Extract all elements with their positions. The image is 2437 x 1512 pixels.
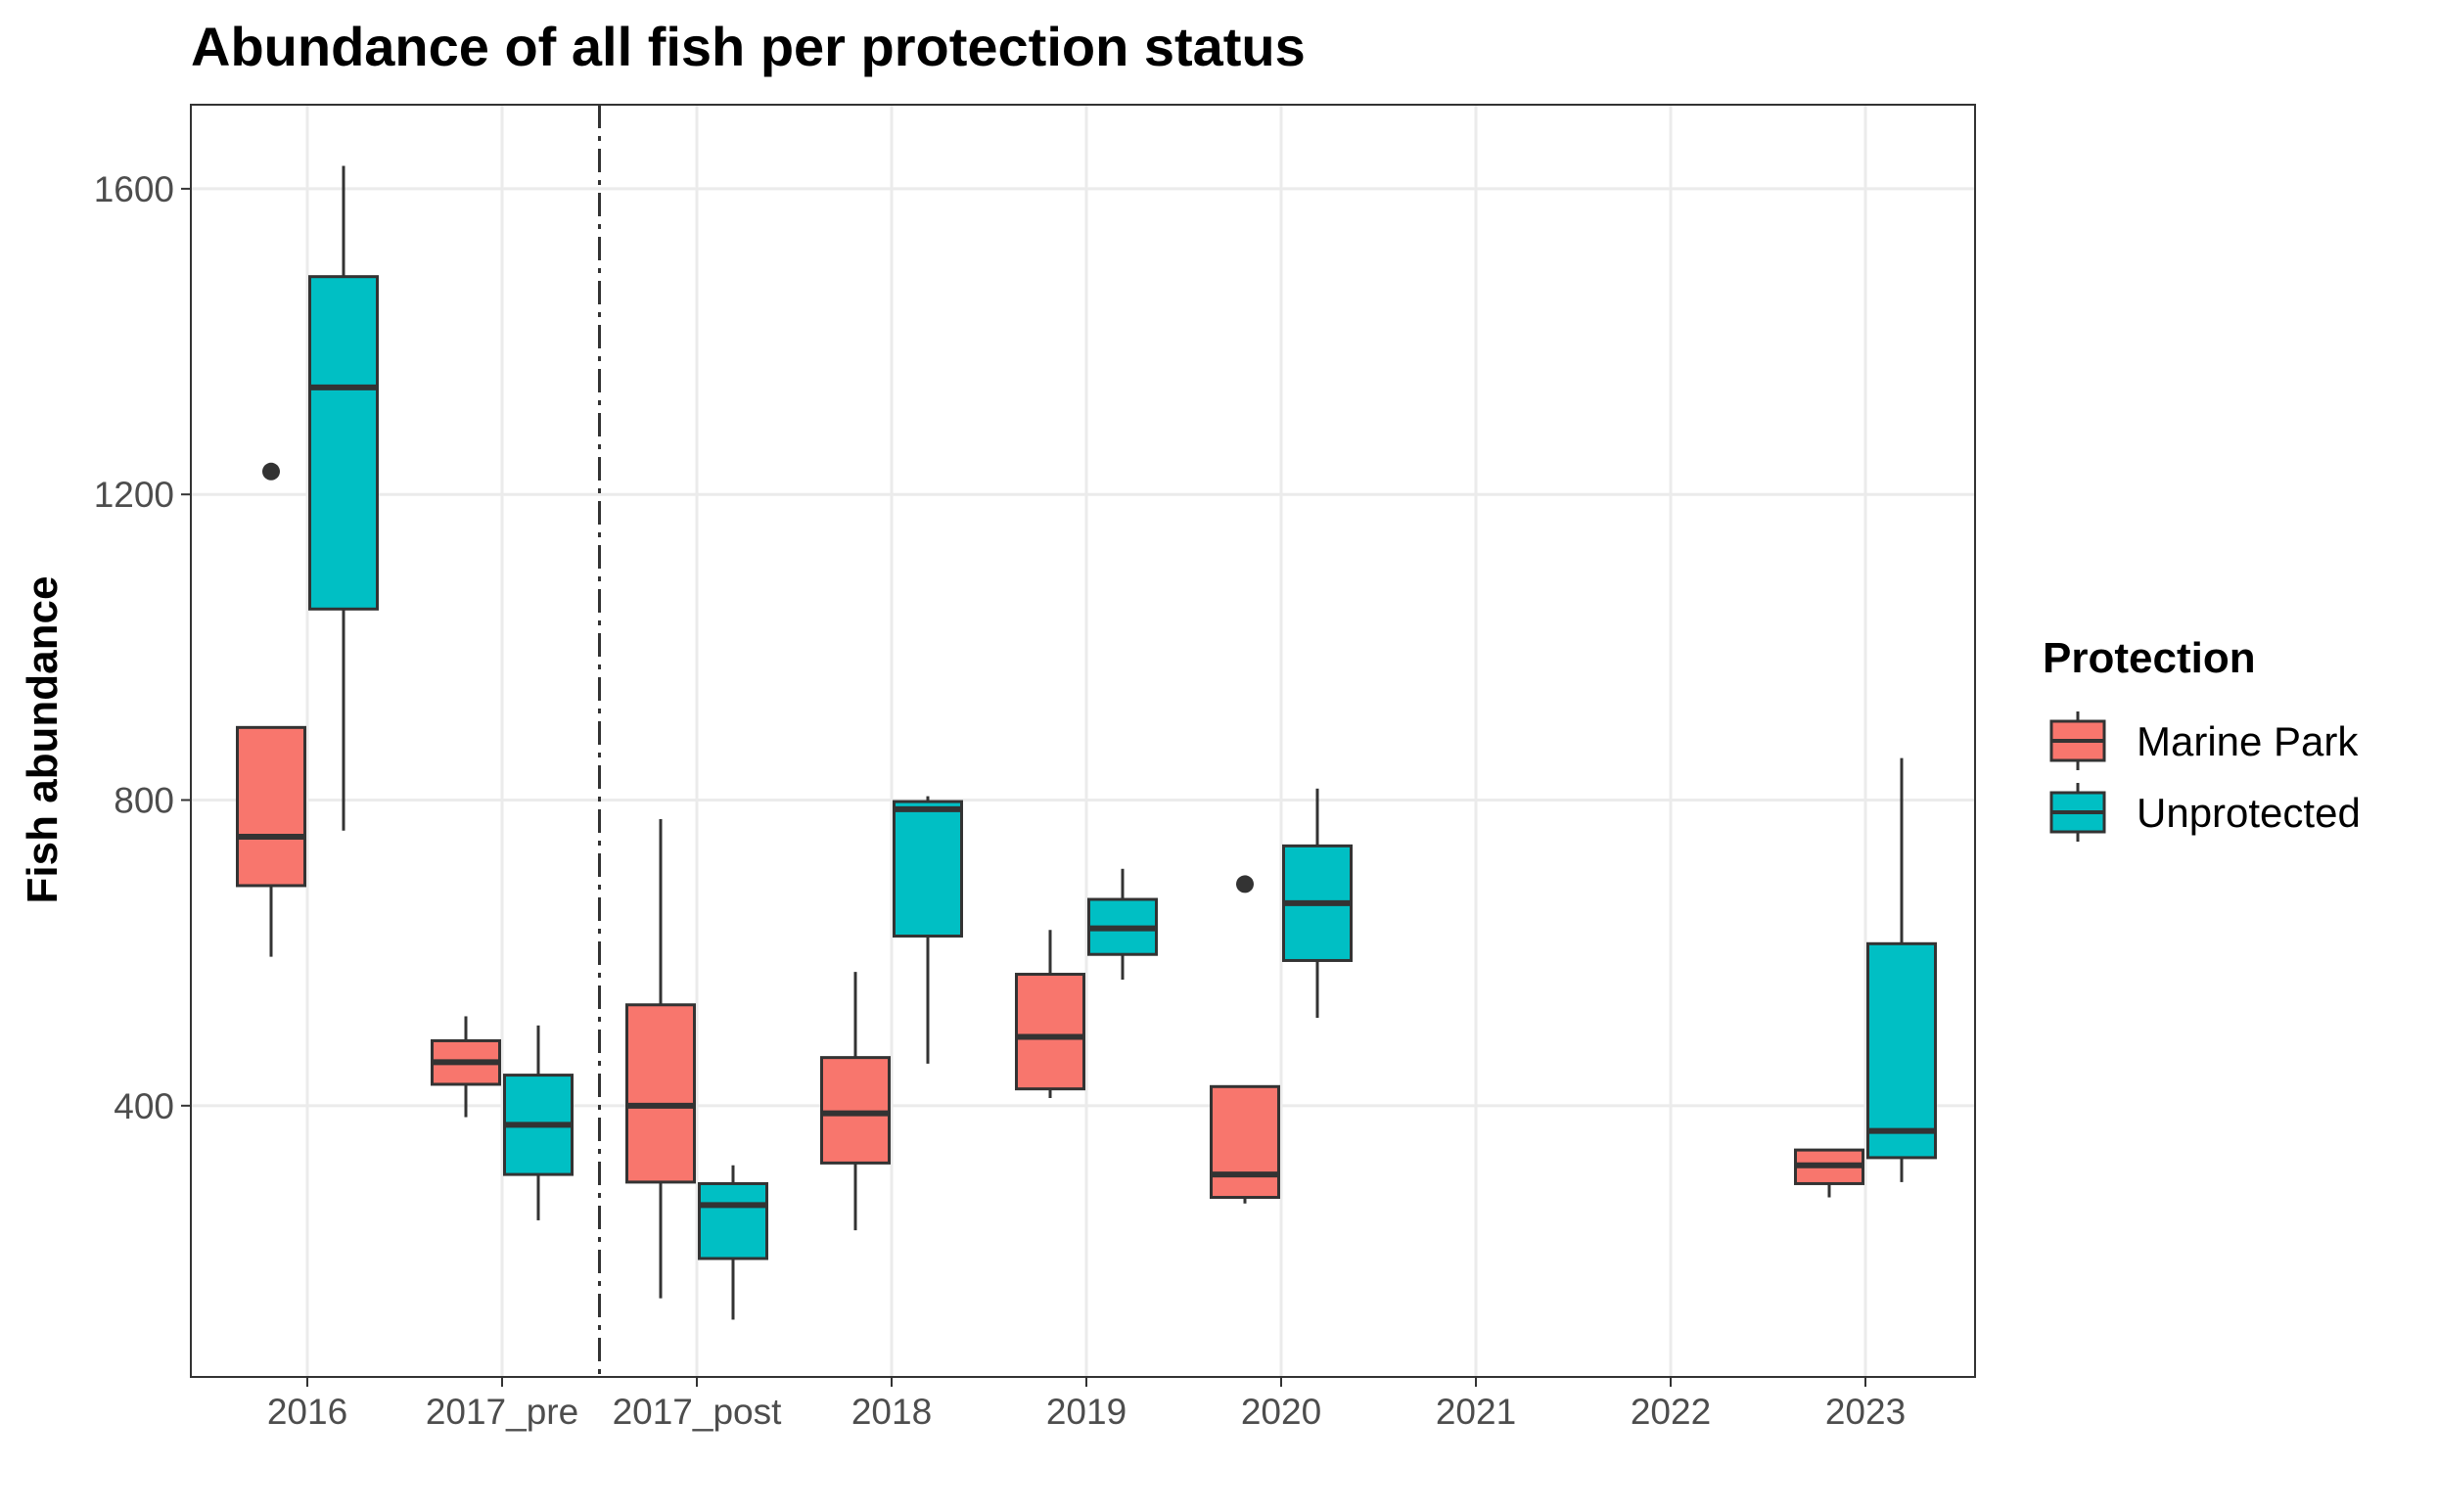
box bbox=[1866, 941, 1937, 1160]
y-tick-label: 800 bbox=[114, 781, 174, 821]
panel-border bbox=[190, 104, 1976, 1378]
box bbox=[698, 1181, 768, 1260]
chart-title: Abundance of all fish per protection sta… bbox=[191, 16, 1306, 77]
legend-item-marine-park: Marine Park bbox=[2049, 711, 2359, 770]
legend: Protection Marine Park Unprotected bbox=[2043, 634, 2361, 842]
box-unprotected-2016 bbox=[308, 165, 379, 831]
y-tick-label: 400 bbox=[114, 1086, 174, 1126]
box bbox=[1210, 1084, 1280, 1200]
box-unprotected-2017_pre bbox=[503, 1025, 574, 1220]
box-unprotected-2017_post bbox=[698, 1165, 768, 1320]
box-marine-park-2016 bbox=[236, 462, 306, 957]
box-marine-park-2017_post bbox=[625, 819, 696, 1299]
legend-title: Protection bbox=[2043, 634, 2256, 682]
box bbox=[1015, 973, 1085, 1091]
box bbox=[236, 725, 306, 888]
box-unprotected-2019 bbox=[1087, 868, 1158, 980]
legend-item-unprotected: Unprotected bbox=[2049, 783, 2361, 842]
x-tick-label: 2017_pre bbox=[426, 1392, 578, 1432]
legend-label: Marine Park bbox=[2137, 718, 2359, 764]
box-marine-park-2023 bbox=[1794, 1148, 1864, 1198]
box-marine-park-2018 bbox=[820, 972, 891, 1231]
box-unprotected-2018 bbox=[893, 796, 963, 1064]
box-marine-park-2019 bbox=[1015, 930, 1085, 1099]
y-tick-label: 1600 bbox=[94, 169, 174, 209]
x-axis: 2016 2017_pre 2017_post 2018 2019 2020 2021 202… bbox=[267, 1377, 1906, 1432]
y-axis-title: Fish abundance bbox=[19, 576, 67, 904]
x-tick-label: 2021 bbox=[1436, 1392, 1516, 1432]
x-tick-label: 2020 bbox=[1241, 1392, 1321, 1432]
y-tick-label: 1200 bbox=[94, 475, 174, 515]
box-unprotected-2020 bbox=[1282, 788, 1353, 1019]
x-tick-label: 2023 bbox=[1825, 1392, 1906, 1432]
legend-label: Unprotected bbox=[2137, 790, 2361, 836]
box bbox=[625, 1003, 696, 1184]
plot-layer bbox=[236, 105, 1937, 1377]
box bbox=[820, 1056, 891, 1165]
box-marine-park-2017_pre bbox=[431, 1016, 501, 1118]
box-marine-park-2020 bbox=[1210, 875, 1280, 1204]
outlier-point bbox=[1236, 875, 1254, 893]
x-tick-label: 2017_post bbox=[613, 1392, 783, 1432]
box bbox=[308, 275, 379, 611]
y-axis: 400 800 1200 1600 bbox=[94, 169, 191, 1126]
x-tick-label: 2016 bbox=[267, 1392, 347, 1432]
box bbox=[893, 800, 963, 938]
outlier-point bbox=[262, 462, 280, 481]
x-tick-label: 2019 bbox=[1046, 1392, 1127, 1432]
grid-layer bbox=[191, 105, 1975, 1377]
panel-background bbox=[191, 105, 1975, 1377]
x-tick-label: 2018 bbox=[851, 1392, 932, 1432]
box-unprotected-2023 bbox=[1866, 757, 1937, 1182]
x-tick-label: 2022 bbox=[1631, 1392, 1711, 1432]
